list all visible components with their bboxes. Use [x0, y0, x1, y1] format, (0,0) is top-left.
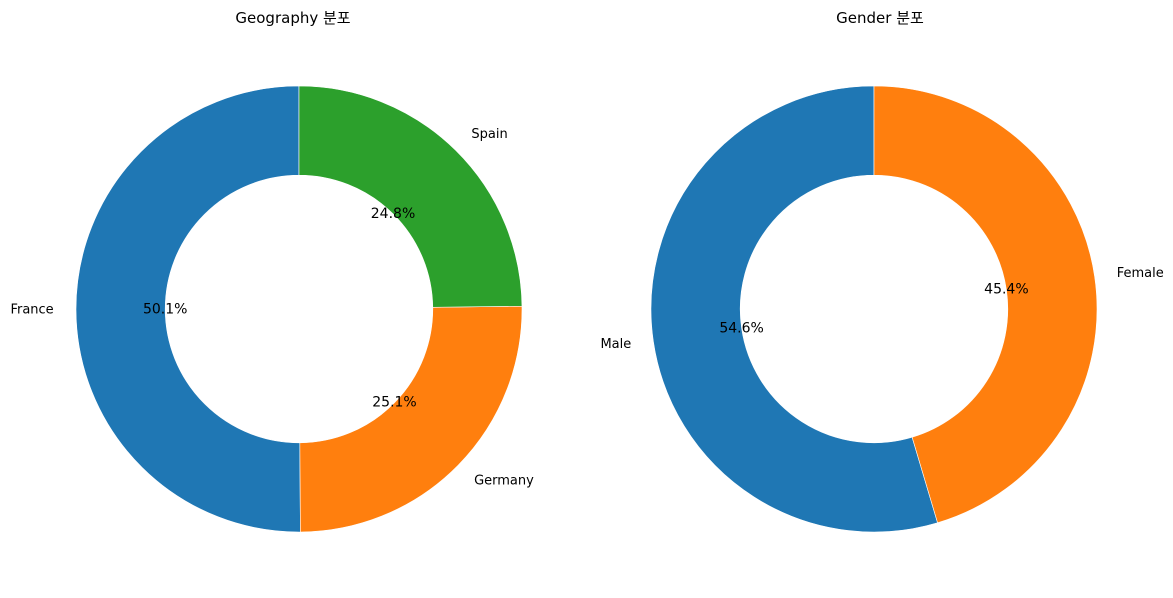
chart-title: Gender 분포: [836, 9, 924, 27]
percent-label-male: 54.6%: [719, 320, 763, 336]
slice-germany: [299, 305, 523, 533]
slice-label-male: Male: [600, 337, 631, 352]
slice-label-germany: Germany: [474, 473, 534, 488]
chart-title: Geography 분포: [235, 9, 351, 27]
slice-france: [75, 85, 301, 533]
slice-spain: [298, 85, 523, 308]
percent-label-spain: 24.8%: [371, 206, 415, 222]
slice-label-female: Female: [1117, 266, 1164, 281]
percent-label-france: 50.1%: [143, 301, 187, 317]
geography-donut-chart: France 50.1% Germany 25.1% Spain 24.8%: [10, 85, 534, 533]
gender-chart-panel: Gender 분포 Male 54.6% Female 45.4%: [587, 0, 1173, 598]
slice-female: [873, 85, 1098, 524]
gender-donut-chart: Male 54.6% Female 45.4%: [600, 85, 1164, 533]
slice-male: [650, 85, 938, 533]
slice-label-spain: Spain: [471, 127, 507, 142]
percent-label-germany: 25.1%: [372, 395, 416, 411]
slice-label-france: France: [10, 302, 53, 317]
percent-label-female: 45.4%: [984, 282, 1028, 298]
geography-chart-panel: Geography 분포 France 50.1% Germany 25.1% Spai…: [0, 0, 586, 598]
